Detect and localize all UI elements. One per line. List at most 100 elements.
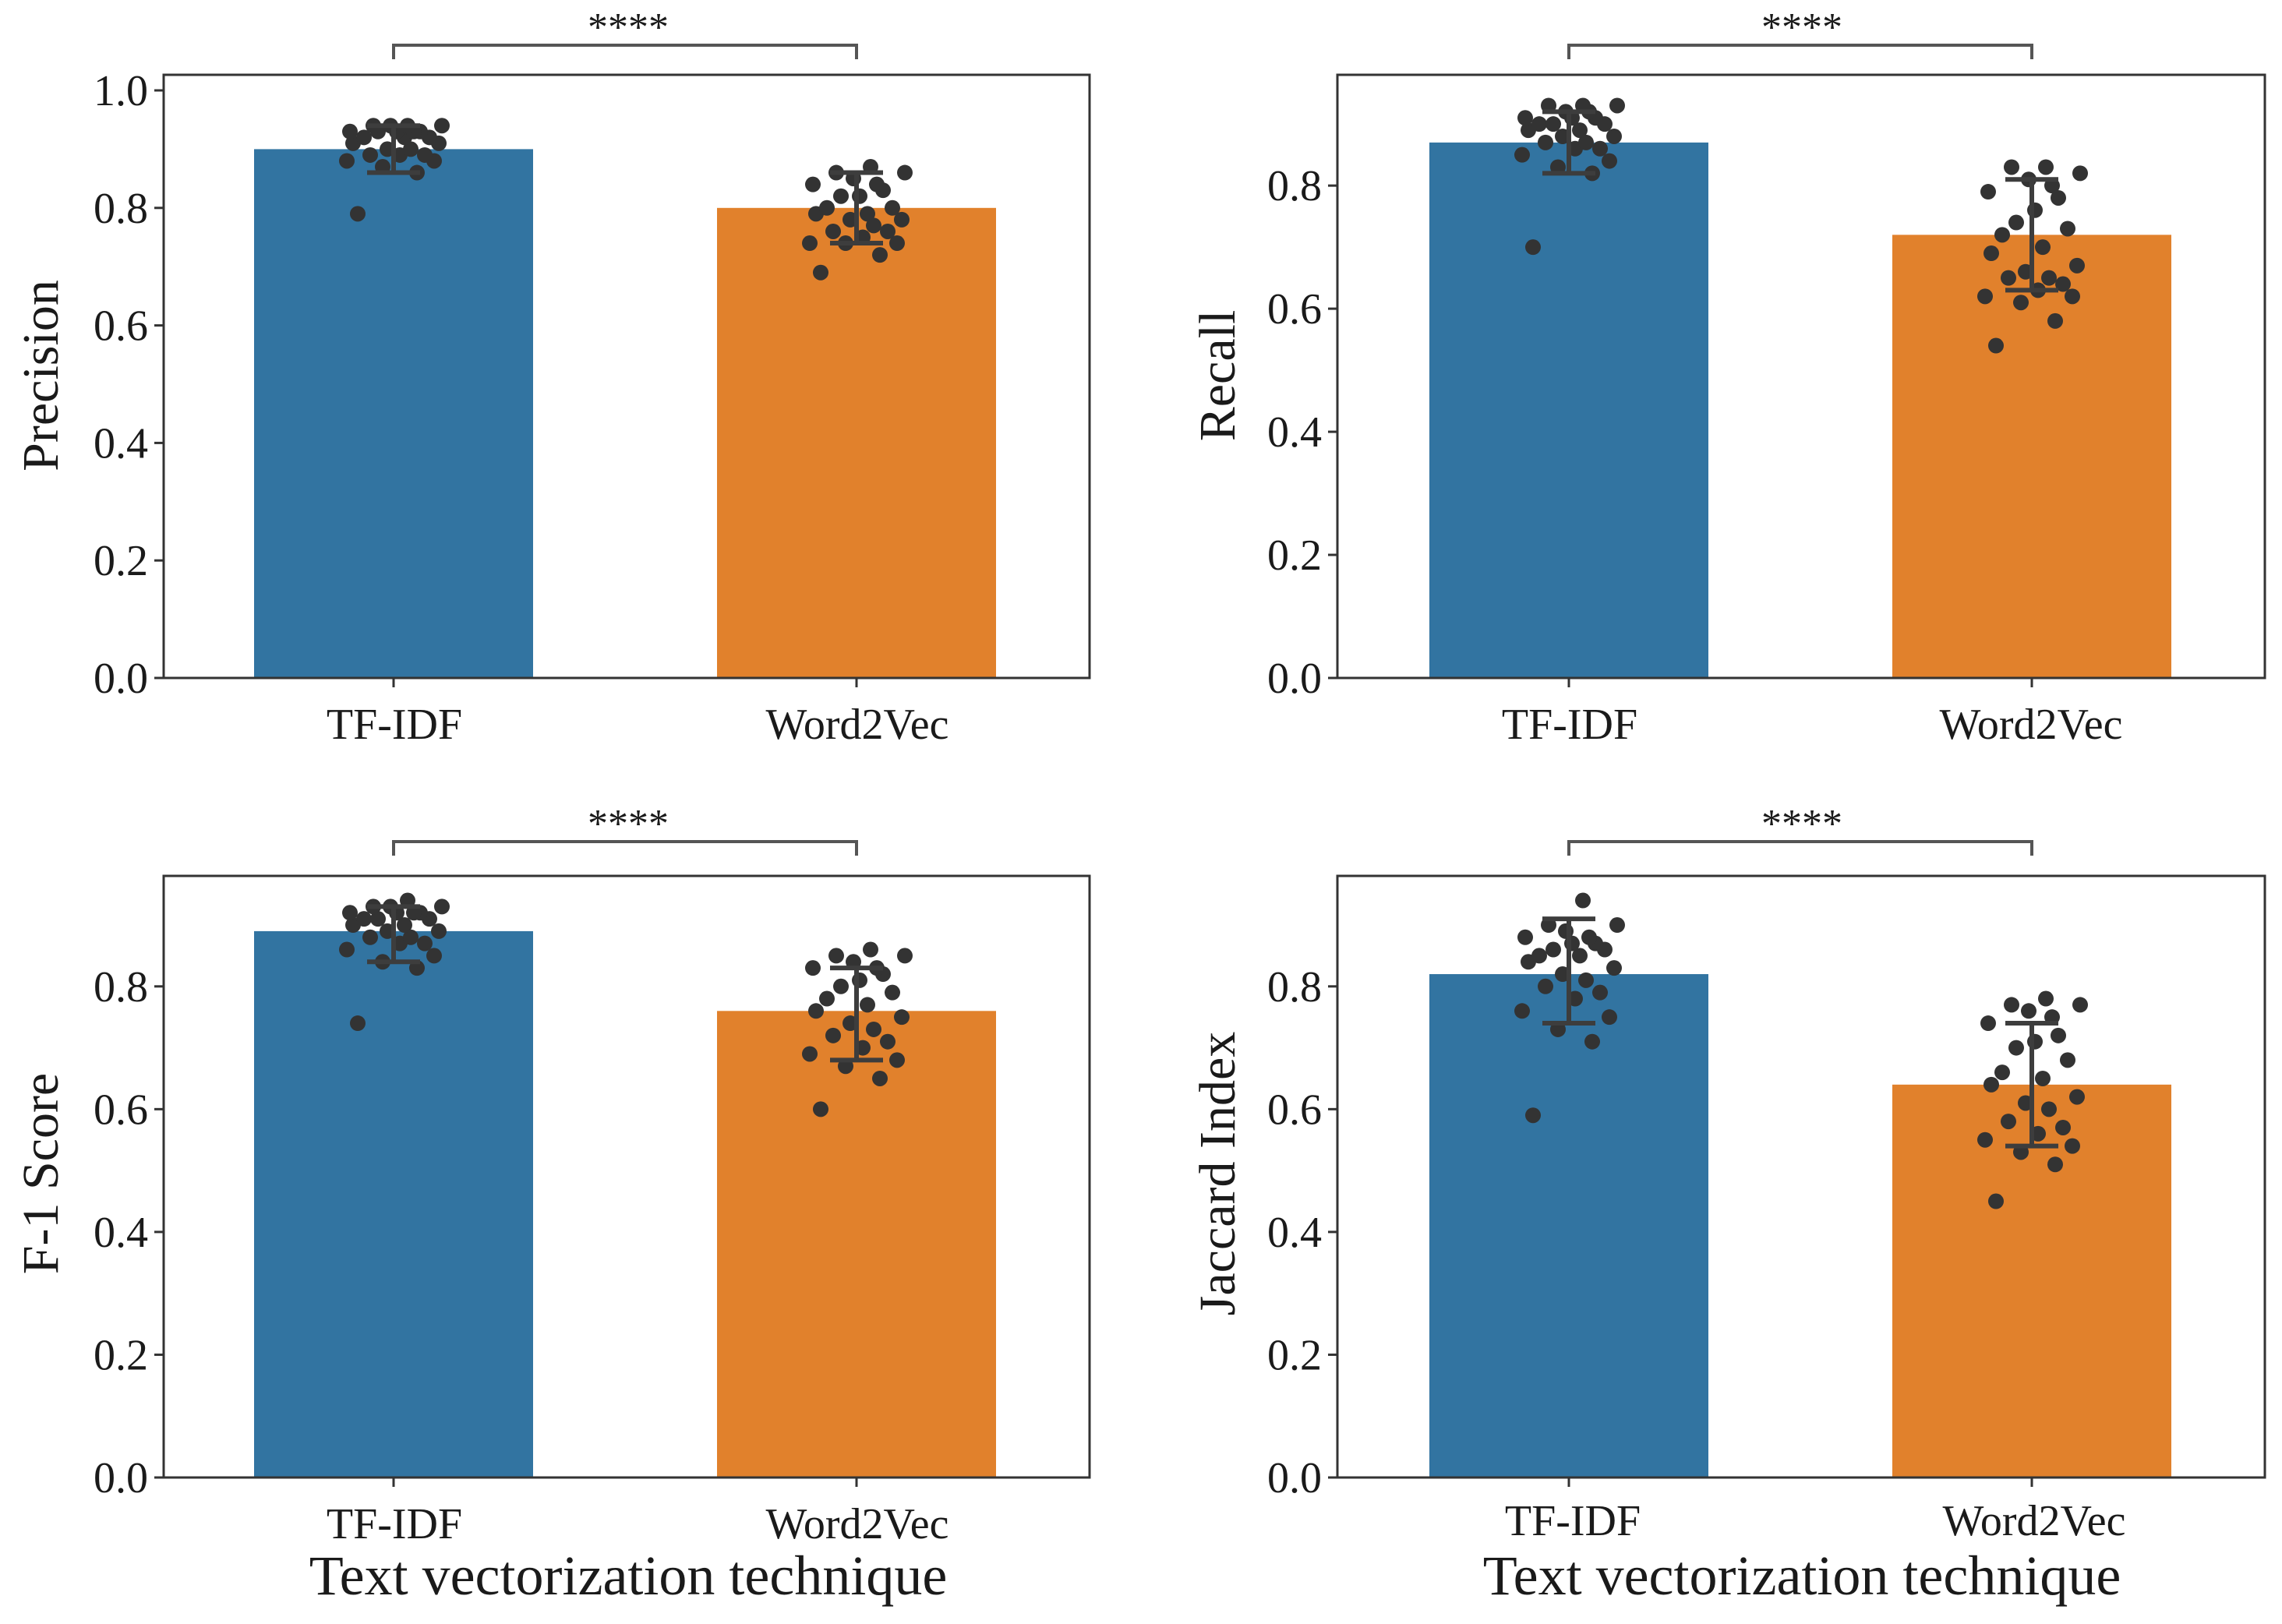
point-precision-word2vec <box>885 199 900 216</box>
ytick-label-recall: 0.4 <box>1267 408 1322 457</box>
point-f1-score-tfidf <box>342 905 358 921</box>
point-recall-tfidf <box>1606 128 1622 144</box>
bar-precision-word2vec <box>717 207 996 678</box>
point-f1-score-tfidf <box>426 948 442 964</box>
point-f1-score-word2vec <box>880 1033 895 1050</box>
xtick-label-recall-tfidf: TF-IDF <box>1502 701 1637 749</box>
point-recall-word2vec <box>1988 337 2004 354</box>
point-recall-word2vec <box>2041 270 2057 286</box>
point-recall-tfidf <box>1602 153 1617 169</box>
point-precision-word2vec <box>833 188 849 204</box>
point-jaccard-index-tfidf <box>1538 978 1553 994</box>
point-jaccard-index-word2vec <box>1977 1132 1993 1148</box>
point-jaccard-index-word2vec <box>2047 1156 2063 1173</box>
point-f1-score-tfidf <box>417 935 433 951</box>
xtick-label-precision-word2vec: Word2Vec <box>766 701 949 749</box>
point-recall-word2vec <box>2013 295 2029 311</box>
point-precision-tfidf <box>356 129 372 146</box>
point-jaccard-index-tfidf <box>1609 917 1625 934</box>
ytick-label-precision: 0.0 <box>94 655 148 703</box>
point-f1-score-word2vec <box>860 997 875 1013</box>
point-f1-score-tfidf <box>350 1015 366 1032</box>
point-f1-score-tfidf <box>356 911 372 927</box>
point-precision-word2vec <box>872 247 888 263</box>
point-recall-tfidf <box>1578 134 1594 150</box>
point-f1-score-word2vec <box>863 941 878 958</box>
xlabel-f1-score: Text vectorization technique <box>309 1545 948 1607</box>
panel-jaccard-index: Jaccard Index **** TF-IDF Word2Vec Text … <box>1189 802 2266 1607</box>
ytick-label-f1-score: 0.2 <box>94 1331 148 1379</box>
point-jaccard-index-tfidf <box>1578 972 1594 988</box>
point-precision-word2vec <box>894 211 910 228</box>
point-recall-tfidf <box>1538 134 1553 150</box>
axes-frame-f1-score <box>162 874 1091 1479</box>
point-recall-tfidf <box>1525 239 1541 256</box>
point-f1-score-tfidf <box>339 941 355 958</box>
axes-frame-jaccard-index <box>1336 874 2266 1479</box>
point-f1-score-word2vec <box>802 1046 818 1062</box>
point-f1-score-tfidf <box>370 911 386 927</box>
axes-frame-recall <box>1336 73 2266 680</box>
point-f1-score-word2vec <box>805 960 821 976</box>
significance-label-f1-score: **** <box>588 802 669 846</box>
bar-jaccard-index-word2vec <box>1892 1084 2171 1477</box>
point-recall-word2vec <box>2004 159 2019 175</box>
point-jaccard-index-word2vec <box>2038 990 2054 1007</box>
point-recall-word2vec <box>2035 239 2051 256</box>
point-precision-word2vec <box>860 206 875 222</box>
point-jaccard-index-word2vec <box>2069 1089 2085 1105</box>
point-jaccard-index-word2vec <box>2060 1052 2075 1068</box>
point-precision-tfidf <box>339 153 355 169</box>
point-jaccard-index-tfidf <box>1514 1003 1530 1019</box>
xtick-label-jaccard-index-word2vec: Word2Vec <box>1943 1497 2126 1545</box>
point-f1-score-word2vec <box>808 1003 824 1019</box>
point-recall-word2vec <box>2055 276 2071 292</box>
bar-precision-tfidf <box>254 149 533 678</box>
significance-label-jaccard-index: **** <box>1761 802 1842 846</box>
ylabel-jaccard-index: Jaccard Index <box>1189 1032 1246 1316</box>
ytick-label-jaccard-index: 0.6 <box>1267 1086 1322 1134</box>
bar-recall-tfidf <box>1429 142 1708 678</box>
ylabel-recall: Recall <box>1189 310 1246 442</box>
point-jaccard-index-tfidf <box>1575 892 1591 909</box>
axes-frame-precision <box>162 73 1091 680</box>
point-recall-tfidf <box>1545 116 1561 132</box>
point-recall-tfidf <box>1592 140 1608 157</box>
point-precision-word2vec <box>866 217 881 234</box>
point-recall-word2vec <box>2047 312 2063 329</box>
ytick-label-jaccard-index: 0.2 <box>1267 1331 1322 1379</box>
point-jaccard-index-word2vec <box>2035 1070 2051 1086</box>
point-recall-word2vec <box>1980 184 1996 200</box>
ytick-label-jaccard-index: 0.0 <box>1267 1454 1322 1502</box>
ytick-label-precision: 0.4 <box>94 419 148 468</box>
point-jaccard-index-word2vec <box>2072 997 2088 1013</box>
point-jaccard-index-tfidf <box>1581 929 1597 945</box>
point-precision-word2vec <box>805 176 821 192</box>
point-precision-word2vec <box>802 235 818 252</box>
point-precision-word2vec <box>880 223 895 239</box>
point-f1-score-tfidf <box>403 929 419 945</box>
point-jaccard-index-word2vec <box>1984 1076 1999 1093</box>
ytick-label-recall: 0.2 <box>1267 531 1322 580</box>
point-jaccard-index-tfidf <box>1602 1009 1617 1026</box>
point-jaccard-index-word2vec <box>2021 1003 2036 1019</box>
point-f1-score-tfidf <box>397 917 412 934</box>
xtick-label-precision-tfidf: TF-IDF <box>327 701 462 749</box>
point-jaccard-index-word2vec <box>2065 1138 2080 1154</box>
bar-recall-word2vec <box>1892 235 2171 678</box>
xtick-label-recall-word2vec: Word2Vec <box>1940 701 2123 749</box>
point-precision-word2vec <box>897 164 913 181</box>
ytick-label-precision: 0.2 <box>94 537 148 585</box>
point-recall-tfidf <box>1609 97 1625 114</box>
point-f1-score-word2vec <box>889 1052 905 1068</box>
point-precision-word2vec <box>813 264 828 281</box>
point-jaccard-index-tfidf <box>1525 1107 1541 1124</box>
point-f1-score-word2vec <box>866 1021 881 1037</box>
xlabel-jaccard-index: Text vectorization technique <box>1483 1545 2121 1607</box>
point-recall-word2vec <box>2065 288 2080 305</box>
point-jaccard-index-word2vec <box>1980 1015 1996 1032</box>
point-jaccard-index-word2vec <box>2055 1119 2071 1135</box>
ylabel-precision: Precision <box>12 280 69 471</box>
point-f1-score-word2vec <box>897 948 913 964</box>
ylabel-f1-score: F-1 Score <box>12 1073 69 1274</box>
